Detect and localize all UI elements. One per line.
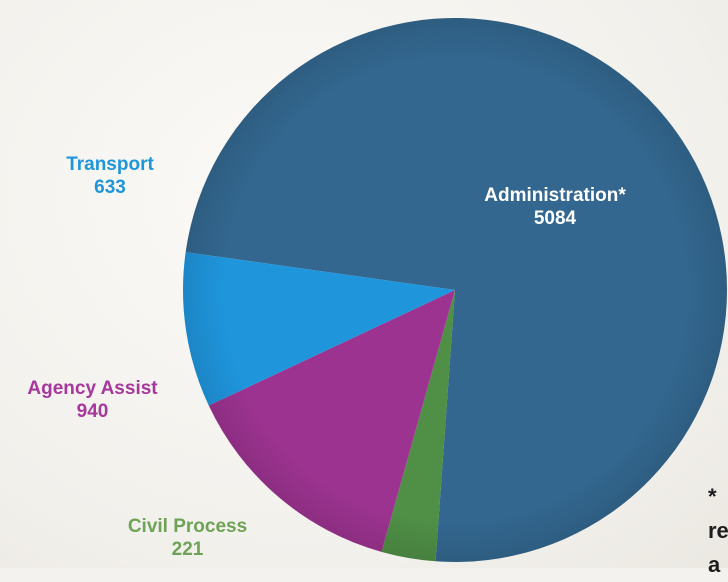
label-agency-assist-value: 940 xyxy=(76,401,109,422)
footnote-line-3: a xyxy=(708,552,721,577)
label-administration-name: Administration* xyxy=(484,185,626,206)
label-transport: Transport 633 xyxy=(40,153,180,199)
label-civil-process-value: 221 xyxy=(171,539,204,560)
label-administration: Administration* 5084 xyxy=(455,184,655,230)
label-administration-value: 5084 xyxy=(533,208,577,229)
footnote-text: * re a xyxy=(708,480,728,582)
pie-chart xyxy=(183,17,728,562)
pie-edge-shade xyxy=(183,18,727,562)
footnote-line-1: * xyxy=(708,484,717,509)
label-civil-process: Civil Process 221 xyxy=(100,515,275,561)
label-agency-assist: Agency Assist 940 xyxy=(0,377,185,423)
label-agency-assist-name: Agency Assist xyxy=(27,378,158,399)
label-civil-process-name: Civil Process xyxy=(127,516,248,537)
footnote-line-2: re xyxy=(708,518,728,543)
label-transport-value: 633 xyxy=(94,177,126,198)
label-transport-name: Transport xyxy=(66,154,154,175)
